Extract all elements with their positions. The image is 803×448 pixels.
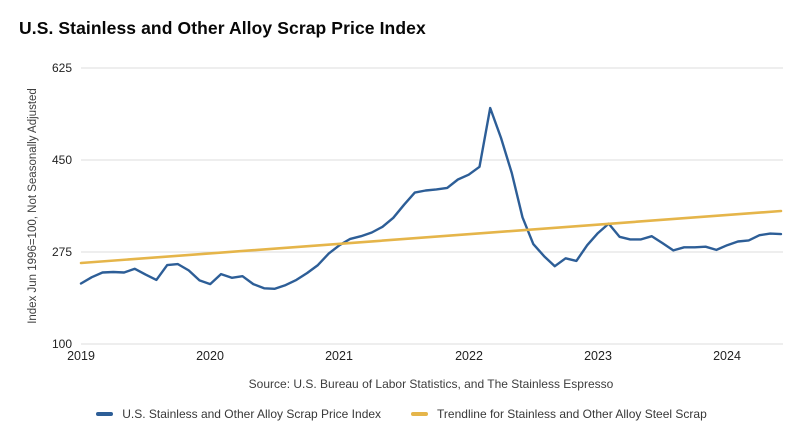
legend-swatch-icon (411, 412, 429, 416)
y-tick-label: 275 (51, 245, 72, 259)
legend-item-price-index: U.S. Stainless and Other Alloy Scrap Pri… (96, 407, 381, 421)
gridlines (81, 67, 783, 345)
trendline (79, 209, 783, 265)
y-tick-label: 625 (51, 61, 72, 75)
legend-item-trendline: Trendline for Stainless and Other Alloy … (411, 407, 707, 421)
x-tick-label: 2021 (325, 349, 353, 363)
x-tick-label: 2023 (584, 349, 612, 363)
legend-label: Trendline for Stainless and Other Alloy … (437, 407, 707, 421)
x-tick-label: 2020 (196, 349, 224, 363)
legend-swatch-icon (96, 412, 114, 416)
y-tick-label: 450 (51, 153, 72, 167)
x-tick-label: 2019 (67, 349, 95, 363)
legend: U.S. Stainless and Other Alloy Scrap Pri… (0, 407, 803, 421)
x-tick-label: 2022 (455, 349, 483, 363)
y-tick-label: 100 (51, 337, 72, 351)
chart-title: U.S. Stainless and Other Alloy Scrap Pri… (19, 18, 426, 38)
price-index-line (79, 106, 783, 290)
legend-label: U.S. Stainless and Other Alloy Scrap Pri… (122, 407, 382, 421)
x-tick-label: 2024 (713, 349, 741, 363)
source-caption: Source: U.S. Bureau of Labor Statistics,… (248, 377, 614, 391)
